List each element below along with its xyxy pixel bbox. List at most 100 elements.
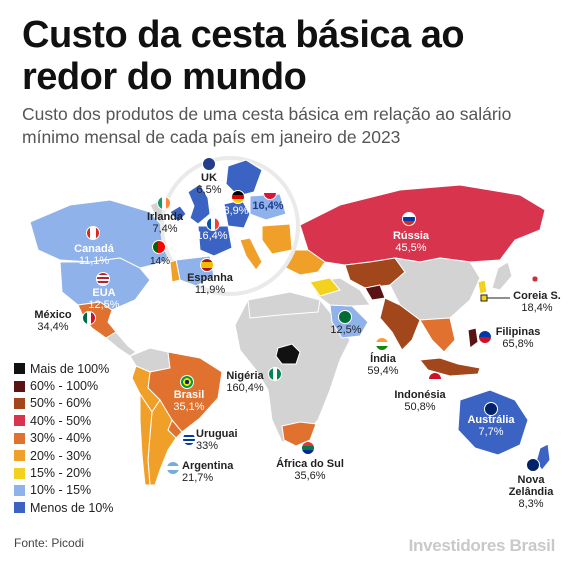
legend-label: 50% - 60% (30, 396, 92, 411)
australia-shape (457, 389, 529, 456)
ireland-flag-icon (157, 196, 171, 210)
label-espanha: Espanha 11,9% (187, 272, 233, 296)
north-africa-shape (247, 291, 321, 319)
label-australia: Austrália 7,7% (467, 414, 515, 438)
legend-swatch (14, 432, 25, 444)
turkey-shape (309, 277, 341, 297)
label-poland: 16,4% (252, 200, 284, 212)
legend-item: Menos de 10% (14, 499, 113, 516)
label-india: Índia 59,4% (367, 353, 399, 377)
legend-swatch (14, 397, 25, 409)
central-asia-dark-shape (364, 284, 386, 301)
canada-shape (29, 199, 176, 269)
uruguay-flag-icon (182, 432, 196, 446)
china-shape (389, 257, 481, 321)
central-america-shape (105, 331, 137, 357)
korea-flag-icon (528, 272, 542, 286)
label-canada: Canadá 11,1% (74, 243, 114, 267)
nigeria-shape (275, 343, 301, 365)
legend-item: 30% - 40% (14, 430, 113, 447)
france-flag-icon (206, 217, 220, 231)
legend-swatch (14, 484, 25, 496)
label-mexico: México 34,4% (34, 309, 72, 333)
south-africa-flag-icon (301, 441, 315, 455)
page-subtitle: Custo dos produtos de uma cesta básica e… (22, 104, 512, 147)
legend-swatch (14, 415, 25, 427)
label-russia: Rússia 45,5% (392, 230, 430, 254)
mexico-flag-icon (82, 311, 96, 325)
legend-item: 15% - 20% (14, 464, 113, 481)
label-germany: 8,9% (223, 205, 249, 217)
russia-flag-icon (402, 212, 416, 226)
france-shape (197, 225, 233, 257)
label-portugal: 14% (149, 256, 170, 267)
legend-item: 20% - 30% (14, 447, 113, 464)
legend-label: 20% - 30% (30, 448, 92, 463)
indonesia-shape (419, 357, 481, 377)
saudi-flag-icon (338, 310, 352, 324)
australia-flag-icon (484, 402, 498, 416)
india-flag-icon (375, 337, 389, 351)
spain-flag-icon (200, 258, 214, 272)
philippines-shape (467, 327, 479, 349)
scandinavia-shape (225, 159, 263, 197)
legend-item: 10% - 15% (14, 482, 113, 499)
legend-label: 30% - 40% (30, 431, 92, 446)
usa-flag-icon (96, 272, 110, 286)
brand-logo: Investidores Brasil (408, 536, 556, 555)
japan-shape (491, 261, 513, 291)
label-uruguai: Uruguai 33% (196, 428, 238, 452)
germany-flag-icon (231, 190, 245, 204)
legend-label: Menos de 10% (30, 500, 114, 515)
uk-shape (187, 183, 211, 225)
portugal-flag-icon (152, 240, 166, 254)
ireland-shape (169, 205, 187, 223)
legend-label: 10% - 15% (30, 483, 92, 498)
label-filipinas: Filipinas 65,8% (495, 326, 541, 350)
brazil-flag-icon (180, 375, 194, 389)
label-brasil: Brasil 35,1% (173, 389, 205, 413)
portugal-shape (169, 259, 181, 283)
label-uk: UK 6,5% (196, 172, 222, 196)
map-legend: Mais de 100% 60% - 100% 50% - 60% 40% - 50%… (14, 360, 113, 517)
legend-swatch (14, 467, 25, 479)
korea-shape (477, 279, 488, 295)
korea-callout-box (480, 294, 488, 302)
uk-flag-icon (202, 157, 216, 171)
nigeria-flag-icon (268, 367, 282, 381)
legend-item: 60% - 100% (14, 377, 113, 394)
legend-label: 40% - 50% (30, 413, 92, 428)
legend-label: 15% - 20% (30, 466, 92, 481)
legend-swatch (14, 363, 25, 375)
label-nova-zelandia: Nova Zelândia 8,3% (508, 474, 554, 510)
legend-swatch (14, 450, 25, 462)
label-argentina: Argentina 21,7% (182, 460, 234, 484)
canada-flag-icon (86, 226, 100, 240)
legend-swatch (14, 380, 25, 392)
label-france: 16,4% (196, 230, 228, 242)
legend-swatch (14, 502, 25, 514)
legend-item: 40% - 50% (14, 412, 113, 429)
chile-shape (139, 392, 153, 486)
philippines-flag-icon (478, 330, 492, 344)
southeast-asia-shape (419, 317, 456, 353)
poland-flag-icon (263, 186, 277, 200)
argentina-flag-icon (166, 461, 180, 475)
label-coreia: Coreia S. 18,4% (513, 290, 561, 314)
balkans-shape (261, 223, 293, 255)
india-shape (379, 297, 421, 351)
label-irlanda: Irlanda 7,4% (146, 211, 184, 235)
label-africa-sul: África do Sul 35,6% (276, 458, 344, 482)
legend-item: Mais de 100% (14, 360, 113, 377)
label-nigeria: Nigéria 160,4% (226, 370, 264, 394)
legend-label: 60% - 100% (30, 379, 99, 394)
legend-label: Mais de 100% (30, 361, 110, 376)
italy-shape (239, 237, 263, 271)
label-eua: EUA 12,5% (88, 287, 120, 311)
russia-shape (299, 184, 546, 266)
indonesia-flag-icon (428, 372, 442, 386)
south-africa-shape (281, 421, 317, 447)
page-title: Custo da cesta básica ao redor do mundo (22, 14, 465, 98)
new-zealand-flag-icon (526, 458, 540, 472)
